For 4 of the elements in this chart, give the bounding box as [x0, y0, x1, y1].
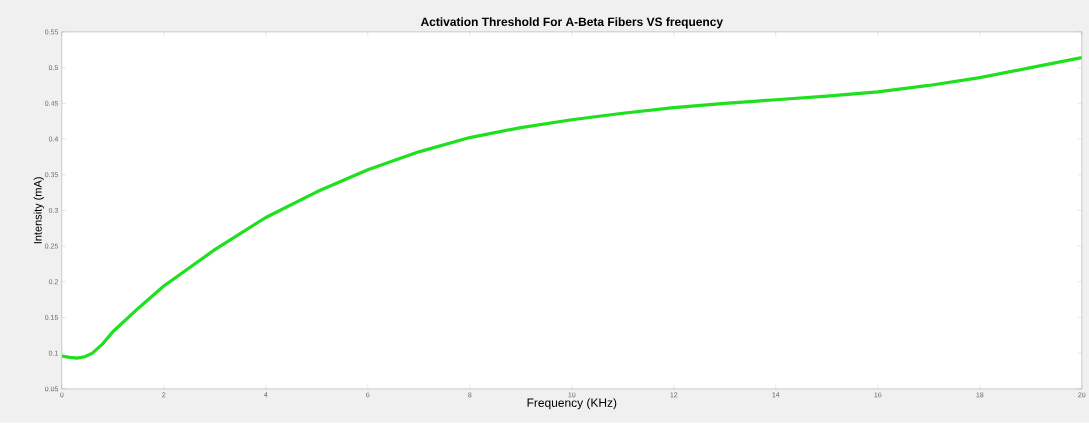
- y-axis-title: Intensity (mA): [33, 177, 44, 244]
- chart-title: Activation Threshold For A-Beta Fibers VS frequency: [420, 17, 723, 29]
- line-series: [61, 56, 1082, 360]
- x-axis-title: Frequency (KHz): [527, 398, 617, 410]
